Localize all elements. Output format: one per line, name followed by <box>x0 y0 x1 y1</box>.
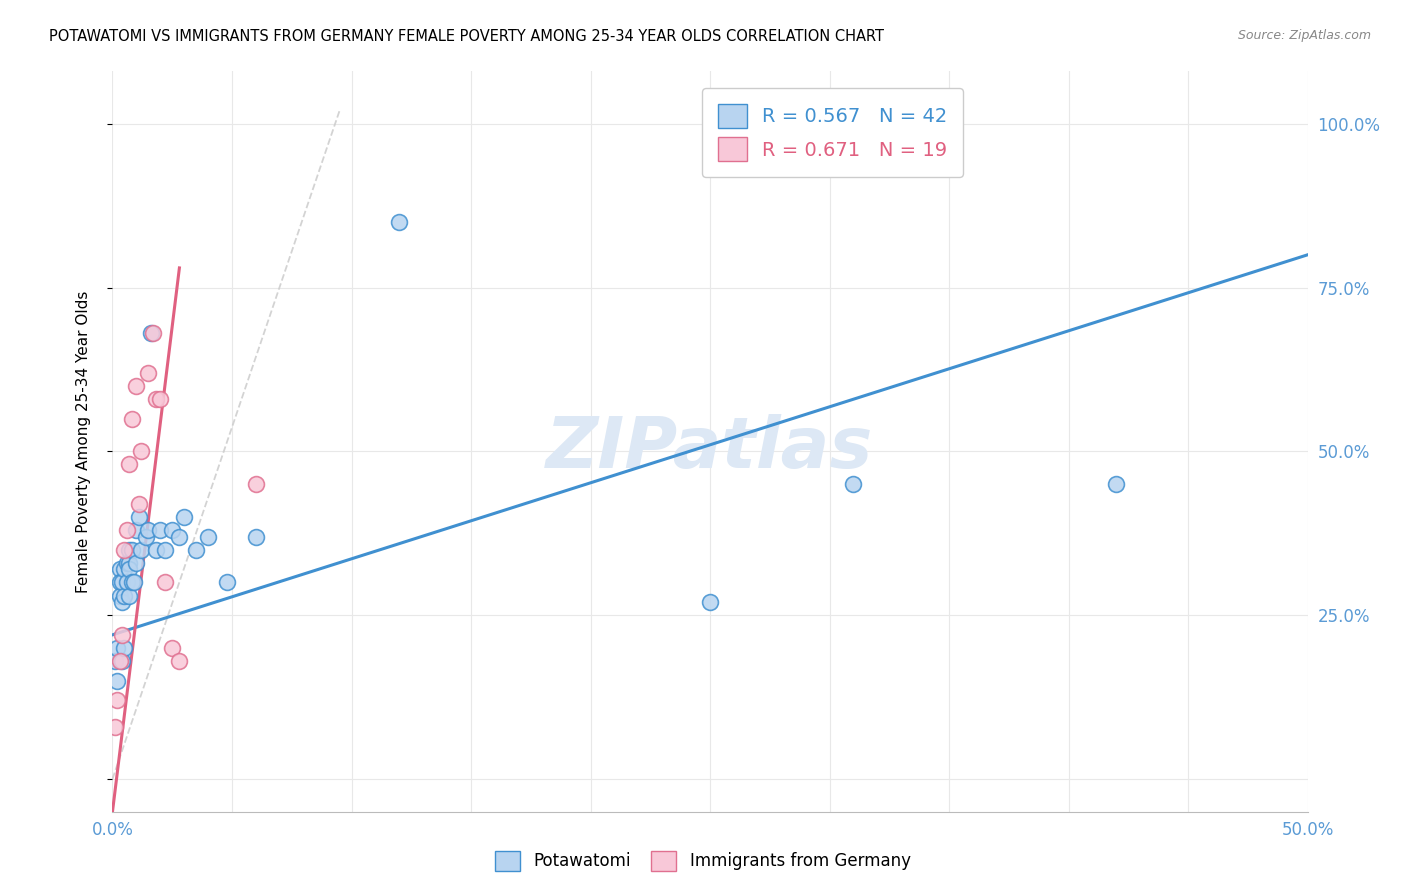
Point <box>114 542 135 557</box>
Point <box>121 575 143 590</box>
Legend: Potawatomi, Immigrants from Germany: Potawatomi, Immigrants from Germany <box>486 842 920 880</box>
Point <box>153 542 176 557</box>
Point <box>114 589 135 603</box>
Point <box>162 523 183 537</box>
Point <box>125 523 148 537</box>
Point <box>245 477 267 491</box>
Point <box>108 654 131 668</box>
Text: POTAWATOMI VS IMMIGRANTS FROM GERMANY FEMALE POVERTY AMONG 25-34 YEAR OLDS CORRE: POTAWATOMI VS IMMIGRANTS FROM GERMANY FE… <box>49 29 884 44</box>
Point <box>173 509 195 524</box>
Point <box>111 628 134 642</box>
Point <box>135 530 157 544</box>
Point <box>245 530 267 544</box>
Point <box>118 556 141 570</box>
Point <box>105 693 128 707</box>
Point <box>139 326 162 341</box>
Point <box>111 575 134 590</box>
Point <box>842 477 865 491</box>
Point <box>115 523 138 537</box>
Point <box>142 326 165 341</box>
Point <box>129 444 152 458</box>
Point <box>111 595 134 609</box>
Point <box>149 523 172 537</box>
Point <box>125 556 148 570</box>
Point <box>128 509 150 524</box>
Point <box>145 392 167 406</box>
Point <box>108 589 131 603</box>
Point <box>114 640 135 655</box>
Point <box>149 392 172 406</box>
Point <box>122 575 145 590</box>
Text: Source: ZipAtlas.com: Source: ZipAtlas.com <box>1237 29 1371 42</box>
Point <box>114 562 135 576</box>
Point <box>186 542 208 557</box>
Point <box>115 575 138 590</box>
Point <box>108 562 131 576</box>
Point <box>138 523 160 537</box>
Point <box>138 366 160 380</box>
Legend: R = 0.567   N = 42, R = 0.671   N = 19: R = 0.567 N = 42, R = 0.671 N = 19 <box>702 88 963 177</box>
Point <box>128 497 150 511</box>
Point <box>162 640 183 655</box>
Point <box>145 542 167 557</box>
Point <box>1105 477 1128 491</box>
Point <box>111 654 134 668</box>
Point <box>699 595 721 609</box>
Y-axis label: Female Poverty Among 25-34 Year Olds: Female Poverty Among 25-34 Year Olds <box>76 291 91 592</box>
Point <box>118 542 141 557</box>
Point <box>118 458 141 472</box>
Point <box>121 542 143 557</box>
Point <box>153 575 176 590</box>
Point <box>169 530 191 544</box>
Point <box>129 542 152 557</box>
Point <box>125 379 148 393</box>
Point <box>105 640 128 655</box>
Point <box>118 589 141 603</box>
Point <box>197 530 219 544</box>
Point <box>105 673 128 688</box>
Point <box>104 720 127 734</box>
Point <box>118 562 141 576</box>
Point <box>104 654 127 668</box>
Point <box>121 411 143 425</box>
Point <box>388 215 411 229</box>
Point <box>169 654 191 668</box>
Text: ZIPatlas: ZIPatlas <box>547 415 873 483</box>
Point <box>217 575 239 590</box>
Point <box>115 556 138 570</box>
Point <box>108 575 131 590</box>
